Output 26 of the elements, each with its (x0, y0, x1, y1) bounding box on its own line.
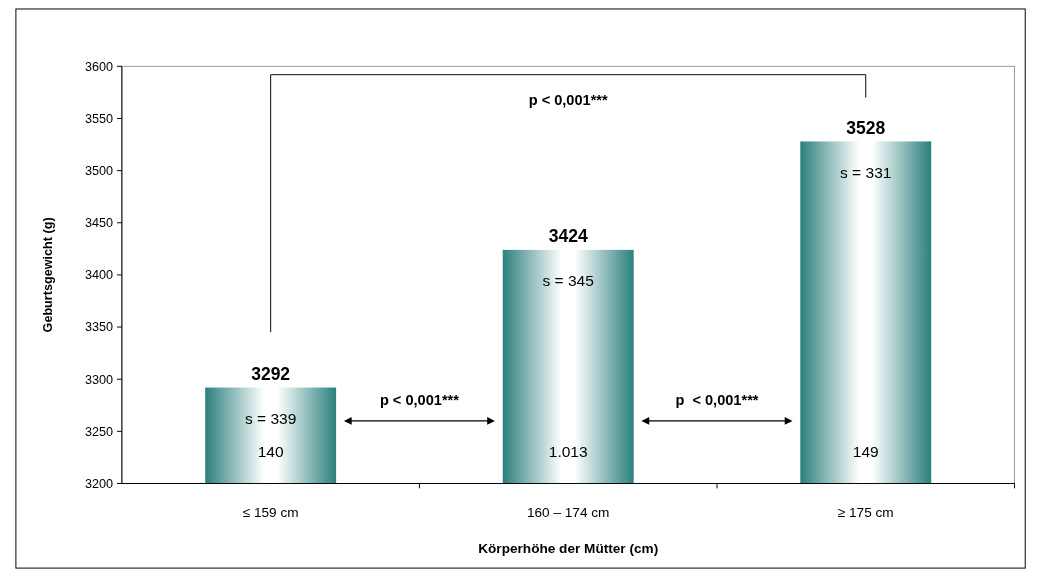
y-tick-label: 3250 (85, 424, 114, 439)
annotation: 140 (257, 442, 284, 460)
x-tick-label: ≥ 175 cm (837, 504, 894, 520)
annotation: p < 0,001*** (528, 91, 609, 108)
annotation: p < 0,001*** (675, 392, 759, 409)
data-label: 3424 (548, 226, 588, 247)
y-tick-label: 3350 (85, 320, 114, 335)
y-tick-label: 3500 (85, 164, 114, 179)
data-label: 3528 (846, 117, 886, 138)
y-axis-title: Geburtsgewicht (g) (40, 217, 55, 333)
data-label: 3292 (251, 363, 291, 384)
annotation: s = 345 (542, 272, 594, 290)
annotation: 1.013 (548, 442, 588, 460)
annotation: 149 (852, 442, 879, 460)
y-tick-label: 3600 (85, 59, 114, 74)
y-tick-label: 3450 (85, 216, 114, 231)
y-tick-label: 3300 (85, 372, 114, 387)
annotation: p < 0,001*** (379, 392, 460, 409)
x-tick-label: 160 – 174 cm (526, 504, 610, 520)
x-tick-label: ≤ 159 cm (242, 504, 299, 520)
x-axis-title: Körperhöhe der Mütter (cm) (478, 541, 659, 557)
y-tick-label: 3200 (85, 476, 114, 491)
annotation: s = 339 (244, 410, 297, 428)
y-tick-label: 3550 (85, 111, 114, 126)
annotation: s = 331 (840, 163, 892, 181)
y-tick-label: 3400 (85, 268, 114, 283)
